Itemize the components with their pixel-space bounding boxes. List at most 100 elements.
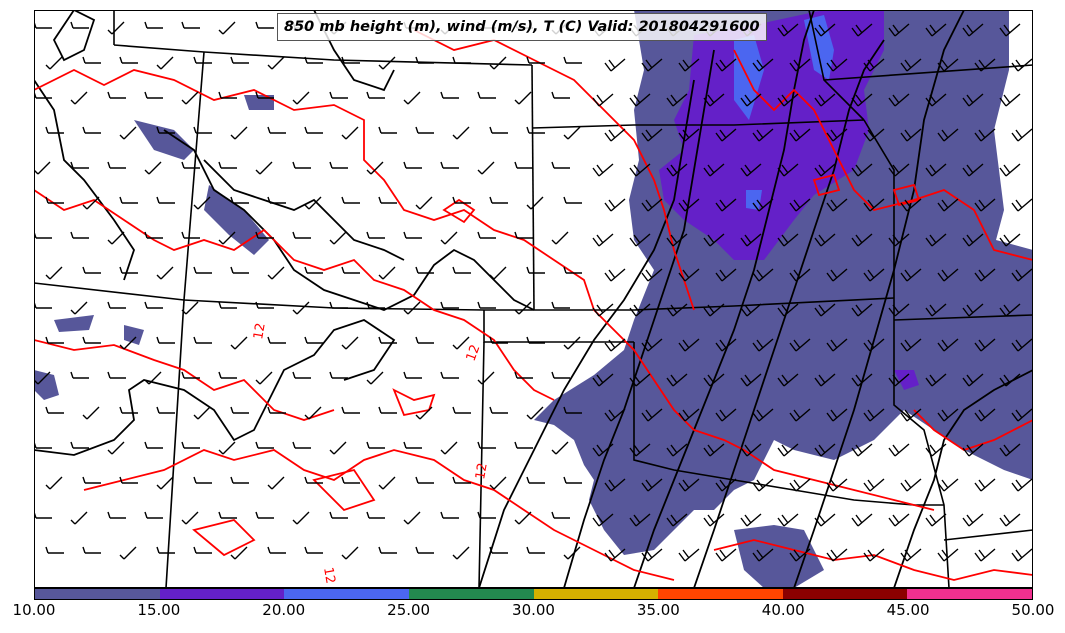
wind-barb xyxy=(900,338,922,352)
wind-barb xyxy=(563,546,581,560)
wind-barb xyxy=(604,128,626,142)
wind-barb xyxy=(666,373,688,387)
wind-barb xyxy=(962,93,984,107)
wind-barb xyxy=(703,443,725,457)
wind-barb xyxy=(592,303,614,317)
temp-contour-8 xyxy=(713,539,1033,581)
wind-barb xyxy=(415,266,434,274)
wind-barb xyxy=(666,233,688,247)
wind-barb xyxy=(641,478,663,492)
wind-barb xyxy=(752,408,774,422)
height-contour-5 xyxy=(893,369,1033,588)
wind-barb xyxy=(999,233,1021,247)
wind-barb xyxy=(366,511,385,519)
wind-barb xyxy=(703,373,725,387)
wind-barb xyxy=(366,161,384,175)
wind-barb xyxy=(45,126,64,134)
wind-barb xyxy=(489,476,507,490)
wind-barb xyxy=(826,548,848,562)
wind-barb xyxy=(193,546,212,554)
wind-barb xyxy=(900,548,922,562)
wind-barb xyxy=(341,476,360,484)
wind-barb xyxy=(900,478,922,492)
wind-barb xyxy=(863,198,885,212)
wind-barb xyxy=(740,443,762,457)
wind-barb xyxy=(304,196,322,210)
wind-barb xyxy=(715,338,737,352)
boundary-arkansas xyxy=(943,529,1033,541)
colorbar-tick-label: 40.00 xyxy=(761,601,805,619)
wind-barb xyxy=(267,126,286,134)
wind-barb xyxy=(666,443,688,457)
wind-barb xyxy=(851,443,873,457)
wind-barb xyxy=(1011,128,1033,142)
wind-barb xyxy=(70,91,88,105)
wind-barb xyxy=(107,371,126,379)
wind-barb xyxy=(119,546,137,560)
wind-barb xyxy=(925,513,947,527)
wind-barb xyxy=(255,301,274,309)
wind-barb xyxy=(826,198,848,212)
wind-barb xyxy=(255,511,274,519)
wind-barb xyxy=(267,476,285,490)
wind-barb xyxy=(341,266,360,274)
wind-barb xyxy=(814,513,836,527)
wind-barb xyxy=(119,266,138,274)
wind-barb xyxy=(181,161,200,169)
wind-barb xyxy=(341,406,360,414)
wind-barb xyxy=(304,406,322,420)
wind-barb xyxy=(777,233,799,247)
colorbar-tick-label: 45.00 xyxy=(886,601,930,619)
wind-barb xyxy=(777,23,799,37)
wind-barb xyxy=(937,548,959,562)
colorbar-tick-label: 15.00 xyxy=(137,601,181,619)
wind-barb xyxy=(604,548,626,562)
wind-barb xyxy=(1011,58,1033,72)
wind-barb xyxy=(452,476,471,484)
wind-barb xyxy=(82,266,101,274)
wind-barb xyxy=(107,161,126,169)
wind-barb xyxy=(82,406,100,420)
wind-barb xyxy=(440,371,459,379)
wind-barb xyxy=(1011,478,1033,492)
wind-barb xyxy=(329,231,347,245)
wind-barb xyxy=(962,303,984,317)
wind-barb xyxy=(489,56,507,70)
wind-barb xyxy=(230,266,249,274)
wind-barb xyxy=(45,476,63,490)
wind-barb xyxy=(851,513,873,527)
wind-barb xyxy=(740,373,762,387)
wind-barb xyxy=(777,93,799,107)
wind-barb xyxy=(789,338,811,352)
wind-barb xyxy=(888,513,910,527)
wind-barb xyxy=(415,476,434,484)
wind-barb xyxy=(304,336,323,344)
shading-eastern-plains xyxy=(534,10,1033,555)
wind-barb xyxy=(740,163,762,177)
wind-barb xyxy=(341,126,359,140)
wind-barb xyxy=(230,406,249,414)
shading-utah-3 xyxy=(54,315,94,332)
wind-barb xyxy=(999,303,1021,317)
wind-barb xyxy=(119,476,138,484)
wind-barb xyxy=(292,91,310,105)
wind-barb xyxy=(925,93,947,107)
wind-barb xyxy=(230,546,248,560)
wind-barb xyxy=(82,126,101,134)
wind-barb xyxy=(267,266,285,280)
wind-barb xyxy=(193,406,211,420)
boundary-missouri xyxy=(893,314,1033,321)
wind-barb xyxy=(403,231,422,239)
wind-barb xyxy=(563,196,582,204)
wind-barb xyxy=(477,161,495,175)
wind-barb xyxy=(329,301,348,309)
wind-barb xyxy=(604,58,626,72)
wind-barb xyxy=(1011,268,1033,282)
wind-barb xyxy=(440,511,459,519)
wind-barb xyxy=(826,58,848,72)
wind-barb xyxy=(218,441,236,455)
wind-barb xyxy=(378,56,396,70)
colorbar-segment xyxy=(782,589,908,599)
wind-barb xyxy=(378,196,397,204)
wind-barb xyxy=(218,231,236,245)
